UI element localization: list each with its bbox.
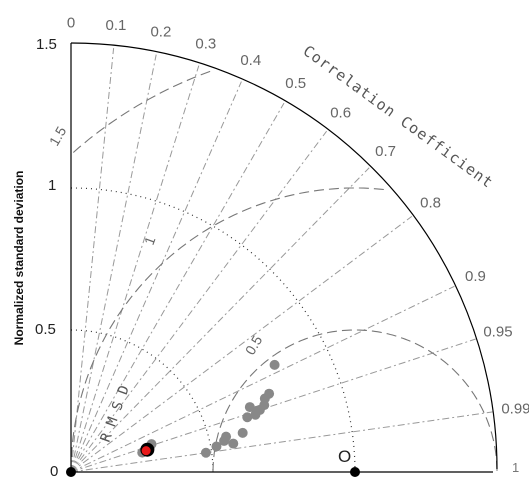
correlation-line-0.99 [70, 411, 493, 473]
correlation-line-0.2 [70, 54, 157, 473]
model-point [264, 388, 275, 399]
points-layer [66, 359, 360, 477]
correlation-tick-0: 0 [67, 15, 75, 32]
rmsd-tick-0.5: 0.5 [242, 332, 266, 357]
correlation-line-0.9 [70, 285, 455, 473]
correlation-tick-0.5: 0.5 [285, 75, 306, 92]
correlation-tick-0.4: 0.4 [240, 52, 261, 69]
correlation-line-0.4 [70, 81, 242, 473]
correlation-tick-0.6: 0.6 [330, 104, 351, 121]
correlation-axis-title: Correlation Coefficient [300, 42, 497, 192]
std-arc-1 [70, 187, 356, 473]
correlation-line-0.95 [70, 338, 476, 473]
correlation-tick-0.1: 0.1 [106, 17, 127, 34]
model-point [269, 359, 280, 370]
std-arc-0.5 [70, 329, 214, 473]
rmsd-arc-1 [70, 187, 387, 472]
origin-marker [66, 467, 76, 477]
model-point [221, 431, 232, 442]
correlation-line-0.7 [70, 167, 370, 473]
correlation-tick-0.9: 0.9 [465, 268, 486, 285]
rmsd-tick-1: 1 [141, 234, 159, 247]
best-point [141, 446, 151, 456]
model-point [200, 447, 211, 458]
model-point [242, 412, 253, 423]
correlation-tick-0.8: 0.8 [420, 194, 441, 211]
reference-point [350, 467, 360, 477]
correlation-tick-0.3: 0.3 [195, 35, 216, 52]
correlation-line-0.6 [70, 130, 328, 473]
correlation-line-0.3 [70, 65, 200, 473]
model-point [244, 402, 255, 413]
model-point [237, 427, 248, 438]
correlation-tick-0.2: 0.2 [150, 24, 171, 41]
correlation-line-0.8 [70, 215, 413, 473]
correlation-line-0.1 [70, 48, 115, 473]
grid-layer [70, 48, 498, 473]
axes-layer [70, 42, 498, 473]
rmsd-tick-1.5: 1.5 [46, 123, 70, 148]
reference-label: O [338, 447, 351, 466]
x-end-label: 1 [512, 460, 519, 475]
std-tick-0: 0 [50, 463, 58, 478]
std-tick-0.5: 0.5 [35, 321, 56, 338]
correlation-tick-0.95: 0.95 [483, 324, 512, 341]
outer-std-arc [70, 42, 498, 470]
model-point [211, 441, 222, 452]
correlation-tick-0.7: 0.7 [375, 143, 396, 160]
label-layer: Normalized standard deviation 0 0.5 1 1.… [12, 15, 529, 478]
std-tick-1: 1 [48, 177, 56, 194]
rmsd-arc-1.5 [72, 70, 211, 153]
correlation-line-0.5 [70, 102, 285, 473]
std-tick-1.5: 1.5 [36, 36, 57, 53]
y-axis-title: Normalized standard deviation [12, 171, 26, 346]
model-point [228, 438, 239, 449]
correlation-tick-0.99: 0.99 [501, 401, 529, 418]
